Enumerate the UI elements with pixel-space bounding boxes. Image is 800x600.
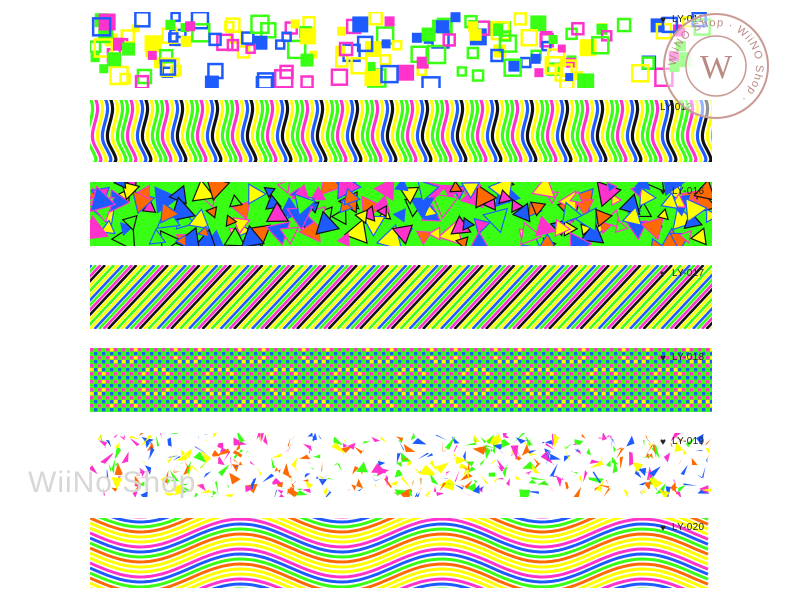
strip-label: ♥ LY-016 (660, 186, 705, 198)
brand-seal-logo: WiiNO Shop · WiiNO Shop · W (660, 10, 772, 122)
strip-waves (90, 100, 712, 162)
leaf-icon: ♥ (660, 523, 667, 534)
strip-label: ♥ LY-020 (660, 522, 705, 534)
leaf-icon: ♥ (660, 269, 667, 280)
leaf-icon: ♥ (660, 187, 667, 198)
strip-squares (90, 12, 712, 88)
strip-checker (90, 348, 712, 412)
strip-label: ♥ LY-011 (660, 14, 704, 26)
watermark: WiiNo Shop (28, 466, 197, 499)
strip-label: ♥ LY-018 (660, 352, 705, 364)
leaf-icon: ♥ (660, 437, 667, 448)
strip-label: ♥ LY-017 (660, 268, 705, 280)
leaf-icon: ♥ (660, 353, 667, 364)
strip-horizontal-waves (90, 518, 712, 588)
strip-triangles (90, 182, 712, 246)
strip-diagonal (90, 265, 712, 329)
svg-text:W: W (700, 49, 733, 86)
strip-mosaic (90, 433, 712, 497)
leaf-icon: ♥ (660, 15, 667, 26)
strip-label: LY-012 (660, 102, 693, 113)
strip-label: ♥ LY-019 (660, 436, 705, 448)
